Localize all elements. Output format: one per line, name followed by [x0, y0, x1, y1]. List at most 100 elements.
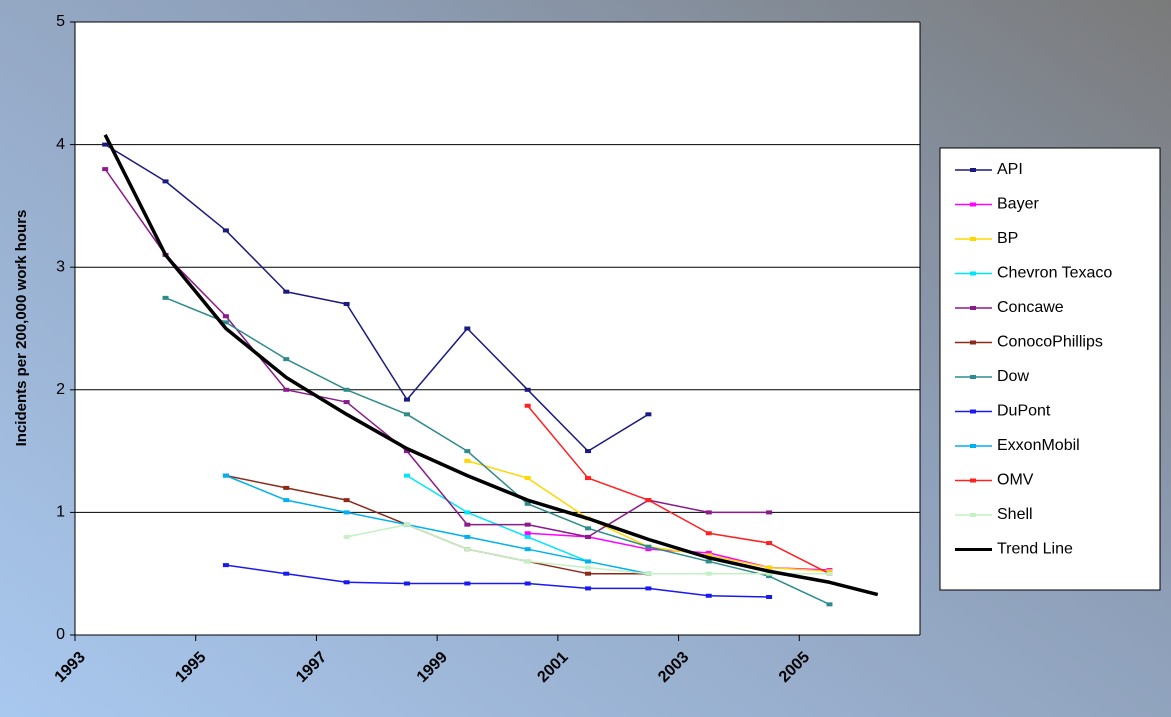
point-marker	[464, 534, 471, 539]
point-marker	[403, 473, 410, 478]
point-marker	[343, 400, 350, 405]
point-marker	[162, 179, 169, 184]
legend-label: API	[997, 161, 1023, 178]
series-line	[104, 168, 770, 538]
point-marker	[283, 289, 290, 294]
legend-box	[939, 147, 1161, 591]
legend-label: Shell	[997, 506, 1033, 523]
legend-marker	[970, 513, 976, 517]
legend-marker	[970, 237, 976, 241]
point-marker	[464, 458, 471, 463]
legend-label: ConocoPhillips	[997, 334, 1103, 351]
point-marker	[705, 531, 712, 536]
y-tick-label: 5	[56, 13, 65, 30]
point-marker	[524, 534, 531, 539]
point-marker	[585, 476, 592, 481]
point-marker	[524, 547, 531, 552]
point-marker	[283, 387, 290, 392]
point-marker	[403, 581, 410, 586]
point-marker	[283, 498, 290, 503]
point-marker	[585, 559, 592, 564]
point-marker	[645, 412, 652, 417]
legend-marker	[970, 375, 976, 379]
legend-marker	[970, 409, 976, 414]
legend-label: Dow	[997, 368, 1029, 385]
point-marker	[464, 547, 471, 552]
point-marker	[524, 531, 531, 536]
legend-label: Concawe	[997, 299, 1064, 316]
x-tick-label: 1999	[414, 649, 451, 686]
legend-label: BP	[997, 230, 1018, 247]
y-tick-label: 3	[56, 258, 65, 275]
point-marker	[645, 498, 652, 503]
x-tick-label: 2001	[534, 649, 571, 686]
point-marker	[222, 473, 229, 478]
series-line	[225, 474, 649, 575]
point-marker	[524, 403, 531, 408]
point-marker	[705, 593, 712, 598]
point-marker	[283, 357, 290, 362]
y-axis-label: Incidents per 200,000 work hours	[13, 210, 30, 447]
point-marker	[403, 449, 410, 454]
point-marker	[102, 167, 109, 172]
point-marker	[222, 228, 229, 233]
point-marker	[766, 565, 773, 570]
legend-label: ExxonMobil	[997, 437, 1080, 454]
point-marker	[222, 314, 229, 319]
point-marker	[102, 142, 109, 147]
point-marker	[343, 301, 350, 306]
point-marker	[464, 449, 471, 454]
point-marker	[524, 559, 531, 564]
point-marker	[403, 412, 410, 417]
point-marker	[222, 563, 229, 568]
point-marker	[766, 574, 773, 579]
point-marker	[403, 397, 410, 402]
x-tick-label: 1995	[172, 649, 209, 686]
x-tick-label: 1993	[52, 649, 89, 686]
point-marker	[283, 485, 290, 490]
y-tick-label: 2	[56, 381, 65, 398]
point-marker	[222, 320, 229, 325]
point-marker	[645, 547, 652, 552]
point-marker	[464, 510, 471, 515]
point-marker	[464, 581, 471, 586]
point-marker	[826, 571, 833, 576]
point-marker	[524, 387, 531, 392]
x-tick-label: 2003	[655, 649, 692, 686]
point-marker	[585, 449, 592, 454]
legend-marker	[970, 168, 976, 172]
legend-marker	[970, 340, 976, 345]
point-marker	[766, 571, 773, 576]
point-marker	[826, 569, 833, 574]
legend-marker	[970, 306, 976, 310]
point-marker	[464, 326, 471, 331]
legend-marker	[970, 271, 976, 276]
point-marker	[343, 387, 350, 392]
legend-marker	[970, 202, 976, 207]
series-line	[165, 297, 830, 606]
legend-label: Bayer	[997, 196, 1039, 213]
legend-label: OMV	[997, 472, 1034, 489]
point-marker	[826, 602, 833, 607]
point-marker	[162, 295, 169, 300]
point-marker	[403, 522, 410, 527]
x-tick-label: 2005	[776, 649, 813, 686]
legend-label: Trend Line	[997, 541, 1073, 558]
point-marker	[343, 498, 350, 503]
point-marker	[705, 510, 712, 515]
point-marker	[585, 571, 592, 576]
point-marker	[343, 510, 350, 515]
point-marker	[524, 476, 531, 481]
trend-line	[103, 134, 879, 597]
series-line	[104, 143, 649, 452]
point-marker	[766, 541, 773, 546]
legend-label: DuPont	[997, 403, 1051, 420]
point-marker	[705, 559, 712, 564]
point-marker	[766, 510, 773, 515]
point-marker	[705, 571, 712, 576]
x-tick-label: 1997	[293, 649, 330, 686]
point-marker	[343, 534, 350, 539]
series-line	[225, 564, 770, 598]
point-marker	[585, 565, 592, 570]
